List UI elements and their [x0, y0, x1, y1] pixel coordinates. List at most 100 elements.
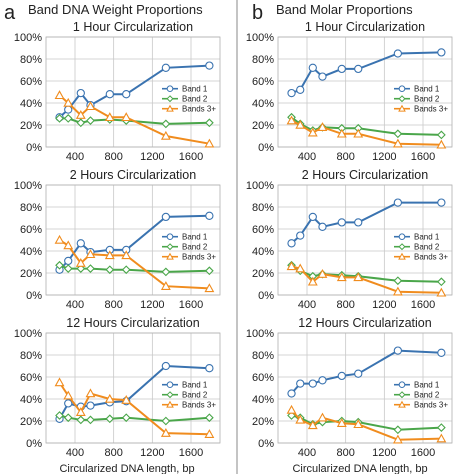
- chart-title: 1 Hour Circularization: [73, 20, 193, 34]
- y-tick-label: 60%: [20, 224, 42, 236]
- y-tick-label: 60%: [252, 76, 274, 88]
- x-tick-label: 1200: [372, 447, 396, 459]
- x-tick-label: 1200: [372, 299, 396, 311]
- data-point: [392, 138, 403, 148]
- data-point: [353, 272, 364, 282]
- x-axis-label-a: Circularized DNA length, bp: [59, 463, 194, 474]
- data-point: [64, 399, 73, 408]
- data-point: [437, 198, 446, 207]
- data-point: [160, 427, 171, 437]
- y-tick-label: 0%: [258, 438, 274, 450]
- x-tick-label: 400: [66, 447, 84, 459]
- data-point: [122, 90, 131, 99]
- legend-marker: [398, 104, 406, 112]
- y-tick-label: 20%: [20, 120, 42, 132]
- x-tick-label: 400: [66, 151, 84, 163]
- data-point: [85, 101, 96, 111]
- legend-label: Bands 3+: [182, 401, 216, 410]
- legend-label: Bands 3+: [414, 253, 448, 262]
- legend-marker: [166, 95, 174, 103]
- x-tick-label: 1200: [140, 151, 164, 163]
- legend-marker: [166, 400, 174, 408]
- data-point: [287, 88, 296, 98]
- data-point: [353, 419, 364, 429]
- x-tick-label: 400: [298, 447, 316, 459]
- legend-label: Band 1: [182, 85, 208, 94]
- y-tick-label: 60%: [20, 76, 42, 88]
- data-point: [296, 85, 305, 94]
- y-tick-label: 0%: [258, 142, 274, 154]
- data-point: [63, 97, 74, 107]
- data-point: [295, 263, 306, 273]
- data-point: [393, 49, 403, 58]
- data-point: [393, 276, 403, 286]
- y-tick-label: 100%: [14, 328, 42, 340]
- data-point: [205, 61, 214, 70]
- data-point: [75, 109, 86, 119]
- y-tick-label: 100%: [246, 32, 274, 44]
- legend-label: Bands 3+: [414, 401, 448, 410]
- plot-frame: [277, 332, 453, 444]
- legend-label: Band 1: [414, 233, 440, 242]
- plot-frame: [277, 36, 453, 148]
- data-point: [393, 198, 403, 207]
- data-point: [121, 394, 132, 404]
- y-tick-label: 60%: [252, 224, 274, 236]
- x-axis-label-b: Circularized DNA length, bp: [292, 463, 427, 474]
- x-tick-label: 800: [336, 299, 354, 311]
- chart-title: 12 Hours Circularization: [66, 316, 199, 330]
- y-tick-label: 20%: [20, 268, 42, 280]
- legend-marker: [398, 243, 406, 251]
- data-point: [161, 63, 171, 72]
- series-line-0: [291, 51, 442, 95]
- x-tick-label: 1600: [179, 299, 203, 311]
- data-point: [337, 64, 346, 74]
- x-tick-label: 400: [298, 151, 316, 163]
- data-point: [287, 239, 296, 248]
- data-point: [205, 211, 214, 220]
- data-point: [161, 361, 171, 371]
- y-tick-label: 80%: [20, 202, 42, 214]
- plot-frame: [45, 332, 221, 444]
- y-tick-label: 80%: [252, 350, 274, 362]
- data-point: [160, 130, 171, 140]
- data-point: [85, 249, 96, 259]
- charts: 1 Hour Circularization 0% 20% 40% 60% 80% 100%…: [14, 20, 453, 459]
- y-tick-label: 80%: [252, 54, 274, 66]
- data-point: [286, 115, 297, 125]
- legend-marker: [398, 391, 406, 399]
- legend-marker: [166, 243, 174, 251]
- y-tick-label: 40%: [252, 394, 274, 406]
- y-tick-label: 40%: [252, 246, 274, 258]
- y-tick-label: 40%: [252, 98, 274, 110]
- data-point: [161, 119, 171, 129]
- data-point: [75, 407, 86, 416]
- data-point: [104, 112, 115, 122]
- data-point: [64, 105, 73, 114]
- x-tick-label: 1200: [140, 299, 164, 311]
- data-point: [295, 119, 306, 129]
- data-point: [318, 376, 327, 385]
- x-tick-label: 400: [66, 299, 84, 311]
- data-point: [55, 260, 64, 270]
- legend-marker: [398, 233, 406, 240]
- data-point: [63, 390, 74, 400]
- data-point: [354, 218, 363, 227]
- data-point: [296, 379, 305, 388]
- data-point: [161, 212, 171, 222]
- data-point: [205, 364, 214, 373]
- data-point: [336, 418, 347, 427]
- chart-2: 1 Hour Circularization 0% 20% 40% 60% 80% 100%…: [246, 20, 453, 163]
- legend-label: Bands 3+: [414, 105, 448, 114]
- data-point: [121, 250, 132, 260]
- data-point: [86, 401, 95, 410]
- y-tick-label: 80%: [20, 350, 42, 362]
- data-point: [354, 64, 363, 74]
- chart-title: 2 Hours Circularization: [70, 168, 196, 182]
- data-point: [104, 250, 115, 260]
- x-tick-label: 800: [104, 299, 122, 311]
- legend-marker: [166, 381, 174, 389]
- data-point: [317, 268, 328, 278]
- data-point: [392, 286, 403, 296]
- data-point: [204, 413, 214, 423]
